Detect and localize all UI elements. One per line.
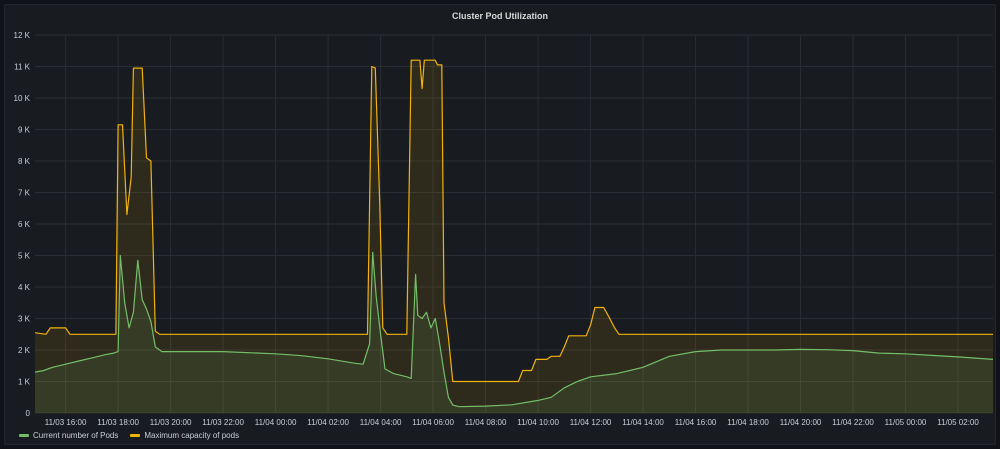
x-tick-label: 11/04 08:00 <box>465 418 507 427</box>
x-tick-label: 11/05 02:00 <box>937 418 979 427</box>
y-tick-label: 4 K <box>18 283 31 292</box>
x-tick-label: 11/04 02:00 <box>307 418 349 427</box>
x-tick-label: 11/04 10:00 <box>517 418 559 427</box>
y-tick-label: 6 K <box>18 220 31 229</box>
legend-item-max[interactable]: Maximum capacity of pods <box>130 431 239 440</box>
pod-utilization-chart: 0 1 K 2 K 3 K 4 K 5 K 6 K 7 K 8 K 9 K 10 K 11 K 12 K… <box>14 31 994 427</box>
series-line-max <box>34 59 993 383</box>
y-tick-label: 11 K <box>14 63 31 72</box>
series-area-current <box>35 252 993 413</box>
x-tick-label: 11/03 16:00 <box>45 418 87 427</box>
x-tick-label: 11/04 16:00 <box>675 418 717 427</box>
legend-swatch-max <box>130 434 141 437</box>
y-tick-label: 10 K <box>14 94 31 103</box>
x-tick-label: 11/04 20:00 <box>780 418 822 427</box>
y-tick-label: 5 K <box>18 252 31 261</box>
x-tick-label: 11/04 18:00 <box>727 418 769 427</box>
x-tick-label: 11/05 00:00 <box>885 418 927 427</box>
x-tick-label: 11/04 14:00 <box>622 418 664 427</box>
x-tick-label: 11/03 22:00 <box>202 418 244 427</box>
y-tick-label: 2 K <box>18 346 31 355</box>
legend-label-current: Current number of Pods <box>33 431 119 440</box>
y-tick-label: 9 K <box>18 126 31 135</box>
legend-item-current[interactable]: Current number of Pods <box>19 431 118 440</box>
legend: Current number of Pods Maximum capacity … <box>19 431 239 440</box>
y-tick-label: 12 K <box>14 31 31 40</box>
y-tick-label: 0 <box>26 409 31 418</box>
y-tick-label: 3 K <box>18 315 31 324</box>
graph-panel: Cluster Pod Utilization 0 1 K 2 K 3 K 4 K 5 K… <box>4 4 996 445</box>
x-tick-label: 11/03 18:00 <box>97 418 139 427</box>
x-tick-label: 11/03 20:00 <box>150 418 192 427</box>
series-line-current <box>34 251 994 408</box>
x-tick-label: 11/04 06:00 <box>412 418 454 427</box>
x-tick-label: 11/04 04:00 <box>360 418 402 427</box>
panel-title[interactable]: Cluster Pod Utilization <box>451 11 548 21</box>
x-tick-label: 11/04 22:00 <box>832 418 874 427</box>
series-area-max <box>35 60 993 413</box>
x-tick-label: 11/04 00:00 <box>255 418 297 427</box>
y-tick-label: 7 K <box>18 189 31 198</box>
legend-swatch-current <box>19 434 29 437</box>
y-tick-label: 8 K <box>18 157 31 166</box>
x-tick-label: 11/04 12:00 <box>570 418 612 427</box>
y-tick-label: 1 K <box>18 378 31 387</box>
legend-label-max: Maximum capacity of pods <box>144 431 240 440</box>
